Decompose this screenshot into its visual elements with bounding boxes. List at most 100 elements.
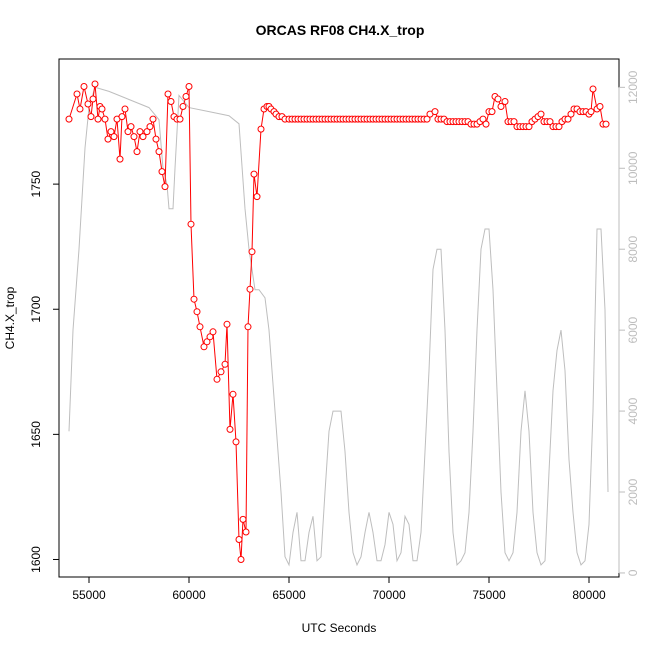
x-tick-label-75000: 75000 — [472, 588, 506, 602]
ch4-point — [84, 100, 92, 108]
ch4-point — [110, 133, 118, 141]
ch4-point — [246, 285, 254, 293]
ch4-point — [130, 133, 138, 141]
x-axis-label: UTC Seconds — [302, 621, 377, 635]
x-axis: 55000 60000 65000 70000 75000 80000 — [72, 576, 606, 602]
ch4-point — [107, 128, 115, 136]
y-axis-label: CH4.X_trop — [3, 286, 17, 349]
y2-axis-altitude: 0 2000 4000 6000 8000 10000 12000 — [618, 70, 640, 576]
ch4-point — [253, 193, 261, 201]
ch4-point — [567, 110, 575, 118]
series-altitude — [68, 86, 609, 567]
ch4-point — [121, 105, 129, 113]
ch4-point — [237, 556, 245, 563]
ch4-point — [494, 95, 502, 103]
ch4-point — [143, 128, 151, 136]
ch4-point — [104, 135, 112, 143]
ch4-point — [133, 148, 141, 156]
y2-tick-label-2000: 2000 — [626, 478, 640, 505]
y-tick-label-1650: 1650 — [29, 421, 43, 448]
y2-tick-label-10000: 10000 — [626, 151, 640, 185]
ch4-point — [196, 323, 204, 331]
ch4-point — [206, 333, 214, 341]
ch4-point — [537, 110, 545, 118]
ch4-point — [94, 115, 102, 123]
ch4-point — [555, 123, 563, 131]
ch4-point — [431, 108, 439, 116]
ch4-point — [73, 90, 81, 98]
ch4-point — [87, 113, 95, 121]
ch4-point — [167, 98, 175, 105]
ch4-point — [161, 183, 169, 191]
ch4-point — [149, 115, 157, 123]
ch4-point — [203, 338, 211, 346]
ch4-point — [546, 118, 554, 126]
ch4-point — [98, 105, 106, 113]
ch4-point — [510, 118, 518, 126]
ch4-point — [217, 368, 225, 376]
altitude-line — [68, 86, 609, 567]
ch4-point — [164, 90, 172, 98]
x-tick-label-70000: 70000 — [372, 588, 406, 602]
ch4-point — [587, 108, 595, 116]
ch4-point — [250, 170, 258, 178]
y2-tick-label-0: 0 — [626, 569, 640, 576]
ch4-point — [602, 120, 610, 128]
ch4-point — [239, 515, 247, 523]
ch4-point — [226, 425, 234, 433]
series-ch4 — [65, 80, 610, 563]
x-tick-label-60000: 60000 — [172, 588, 206, 602]
ch4-point — [242, 528, 250, 536]
ch4-point — [479, 115, 487, 123]
x-tick-label-80000: 80000 — [572, 588, 606, 602]
ch4-point — [158, 168, 166, 176]
ch4-point — [80, 83, 88, 90]
ch4-point — [127, 123, 135, 131]
y-tick-label-1600: 1600 — [29, 546, 43, 573]
ch4-point — [589, 85, 597, 93]
ch4-point — [488, 108, 496, 116]
ch4-point — [244, 323, 252, 331]
ch4-point — [190, 295, 198, 303]
ch4-point — [209, 328, 217, 336]
ch4-point — [232, 438, 240, 446]
ch4-point — [139, 133, 147, 141]
ch4-point — [152, 135, 160, 143]
ch4-point — [124, 128, 132, 136]
ch4-point — [501, 98, 509, 105]
ch4-point — [564, 115, 572, 123]
ch4-point — [257, 125, 265, 133]
ch4-point — [65, 115, 73, 123]
ch4-point — [182, 93, 190, 100]
x-tick-label-65000: 65000 — [272, 588, 306, 602]
ch4-point — [193, 308, 201, 316]
ch4-point — [176, 115, 184, 123]
ch4-point — [248, 248, 256, 256]
ch4-point — [89, 95, 97, 103]
ch4-point — [482, 120, 490, 128]
ch4-point — [136, 128, 144, 136]
ch4-point — [101, 115, 109, 123]
ch4-point — [497, 103, 505, 110]
ch4-point — [525, 123, 533, 131]
ch4-point — [423, 115, 431, 123]
ch4-point — [229, 390, 237, 398]
y-tick-label-1750: 1750 — [29, 170, 43, 197]
ch4-point — [223, 320, 231, 328]
y2-tick-label-4000: 4000 — [626, 397, 640, 424]
ch4-point — [213, 375, 221, 383]
ch4-point — [596, 103, 604, 110]
ch4-point — [179, 103, 187, 110]
ch4-point — [185, 83, 193, 90]
ch4-point — [221, 360, 229, 368]
ch4-point — [146, 123, 154, 131]
y-tick-label-1700: 1700 — [29, 296, 43, 323]
y2-tick-label-8000: 8000 — [626, 236, 640, 263]
ch4-point — [200, 343, 208, 351]
y-axis: 1600 1650 1700 1750 — [29, 170, 60, 573]
ch4-point — [235, 536, 243, 543]
ch4-point — [187, 220, 195, 228]
ch4-point — [116, 155, 124, 163]
